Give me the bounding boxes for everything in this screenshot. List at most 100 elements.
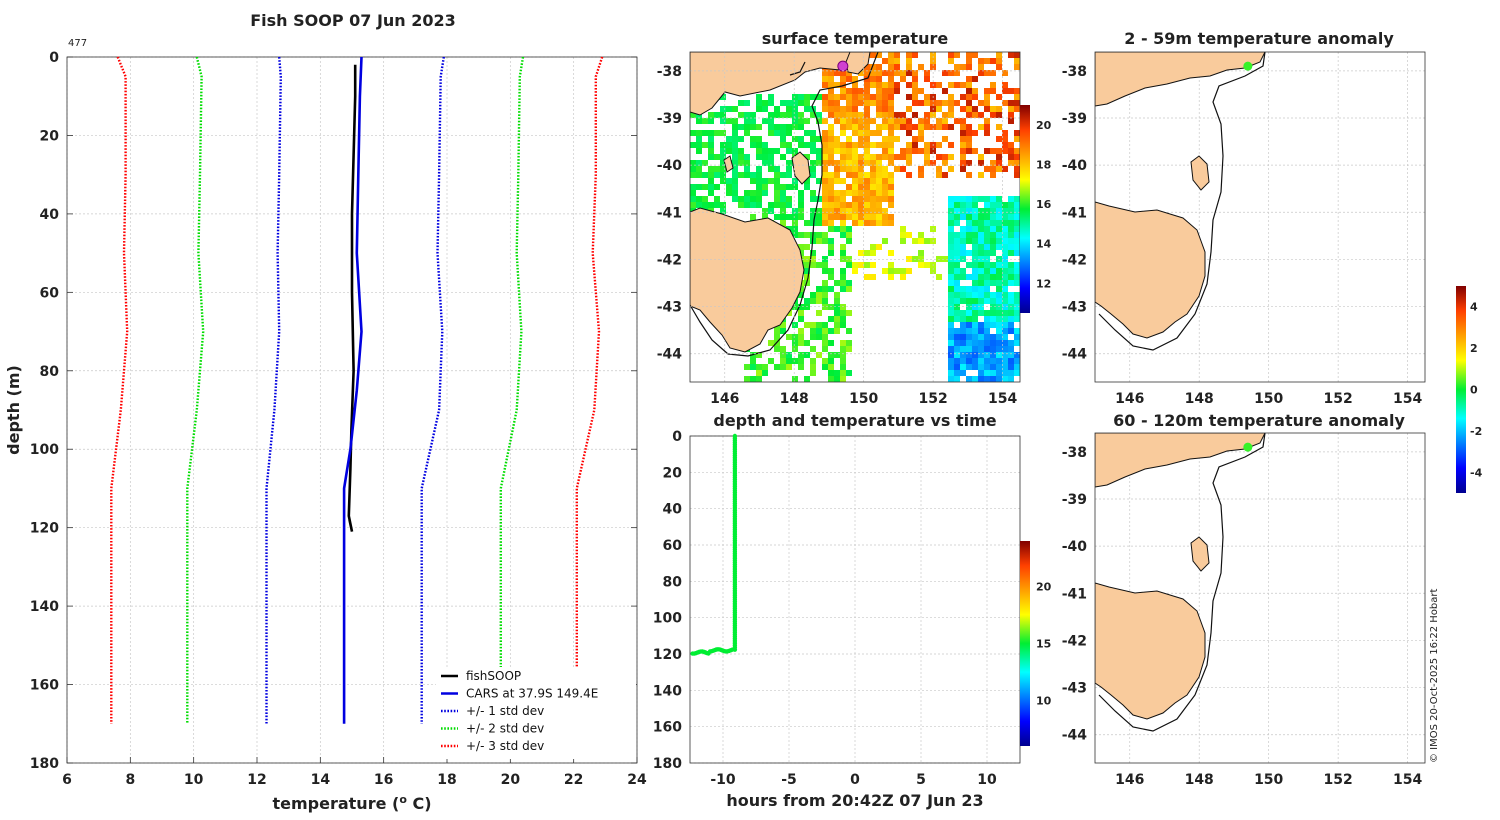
sst-cell — [900, 118, 906, 124]
sst-cell — [822, 214, 828, 220]
sst-cell — [732, 190, 738, 196]
sst-cell — [996, 280, 1002, 286]
sst-cell — [972, 310, 978, 316]
sst-cell — [852, 124, 858, 130]
legend-box — [436, 667, 636, 759]
sst-cell — [702, 196, 708, 202]
sst-cell — [978, 256, 984, 262]
sst-cell — [870, 172, 876, 178]
sst-cell — [756, 196, 762, 202]
sst-cell — [774, 112, 780, 118]
sst-cell — [876, 100, 882, 106]
sst-cell — [834, 292, 840, 298]
sst-cell — [1014, 352, 1020, 358]
sst-cell — [828, 82, 834, 88]
sst-cell — [768, 130, 774, 136]
sst-cell — [972, 148, 978, 154]
sst-cell — [840, 70, 846, 76]
sst-cell — [870, 190, 876, 196]
sst-cell — [828, 190, 834, 196]
sst-cell — [1008, 226, 1014, 232]
sst-cell — [750, 358, 756, 364]
sst-cell — [996, 376, 1002, 382]
sst-cell — [840, 310, 846, 316]
sst-cell — [864, 178, 870, 184]
sst-cell — [768, 100, 774, 106]
sst-cell — [1002, 334, 1008, 340]
sst-cell — [690, 130, 696, 136]
sst-cell — [972, 340, 978, 346]
sst-cell — [882, 118, 888, 124]
sst-cell — [996, 208, 1002, 214]
sst-cell — [864, 214, 870, 220]
profile-x-tick-label: 20 — [501, 772, 521, 788]
sst-cell — [870, 130, 876, 136]
sst-cell — [858, 250, 864, 256]
sst-cell — [984, 166, 990, 172]
sst-cell — [810, 322, 816, 328]
sst-cell — [1014, 238, 1020, 244]
sst-cell — [978, 214, 984, 220]
sst-cell — [966, 304, 972, 310]
profile-y-tick-label: 180 — [30, 756, 59, 772]
sst-cell — [978, 208, 984, 214]
sst-cell — [822, 142, 828, 148]
sst-cell — [786, 142, 792, 148]
sst-cell — [732, 178, 738, 184]
sst-cell — [960, 352, 966, 358]
sst-cell — [822, 172, 828, 178]
sst-cell — [774, 130, 780, 136]
sst-cell — [888, 274, 894, 280]
sst-cell — [780, 130, 786, 136]
sst-field — [690, 52, 1020, 382]
timeseries-colorbar-tick-label: 15 — [1036, 638, 1051, 651]
sst-cell — [894, 58, 900, 64]
profile-x-tick-label: 14 — [311, 772, 331, 788]
sst-cell — [780, 100, 786, 106]
sst-cell — [858, 214, 864, 220]
sst-cell — [714, 202, 720, 208]
sst-cell — [966, 202, 972, 208]
sst-cell — [954, 328, 960, 334]
sst-cell — [798, 232, 804, 238]
credit-text: © IMOS 20-Oct-2025 16:22 Hobart — [1429, 588, 1440, 763]
sst-cell — [990, 166, 996, 172]
sst-cell — [882, 196, 888, 202]
sst-cell — [1002, 262, 1008, 268]
sst-cell — [924, 262, 930, 268]
sst-cell — [762, 160, 768, 166]
sst-cell — [888, 178, 894, 184]
sst-cell — [828, 124, 834, 130]
sst-cell — [966, 226, 972, 232]
sst-cell — [972, 214, 978, 220]
anomaly-deep-y-tick-label: -44 — [1062, 728, 1088, 744]
sst-cell — [966, 160, 972, 166]
sst-cell — [894, 64, 900, 70]
sst-cell — [948, 298, 954, 304]
sst-title: surface temperature — [762, 29, 949, 48]
sst-cell — [930, 100, 936, 106]
sst-cell — [948, 202, 954, 208]
anomaly-shallow-x-tick-label: 152 — [1324, 391, 1353, 407]
sst-cell — [990, 160, 996, 166]
sst-cell — [810, 364, 816, 370]
sst-cell — [888, 124, 894, 130]
sst-cell — [810, 160, 816, 166]
sst-cell — [942, 256, 948, 262]
timeseries-colorbar-ticks: 10 15 20 — [1036, 581, 1052, 708]
sst-cell — [834, 202, 840, 208]
sst-x-tick-label: 148 — [780, 391, 809, 407]
sst-cell — [870, 100, 876, 106]
sst-cell — [1002, 316, 1008, 322]
sst-cell — [966, 262, 972, 268]
sst-cell — [1008, 370, 1014, 376]
sst-cell — [1002, 370, 1008, 376]
sst-cell — [906, 94, 912, 100]
sst-cell — [906, 172, 912, 178]
sst-cell — [858, 142, 864, 148]
sst-cell — [864, 154, 870, 160]
sst-cell — [798, 124, 804, 130]
sst-cell — [714, 166, 720, 172]
sst-cell — [882, 190, 888, 196]
legend-label: fishSOOP — [466, 669, 521, 683]
